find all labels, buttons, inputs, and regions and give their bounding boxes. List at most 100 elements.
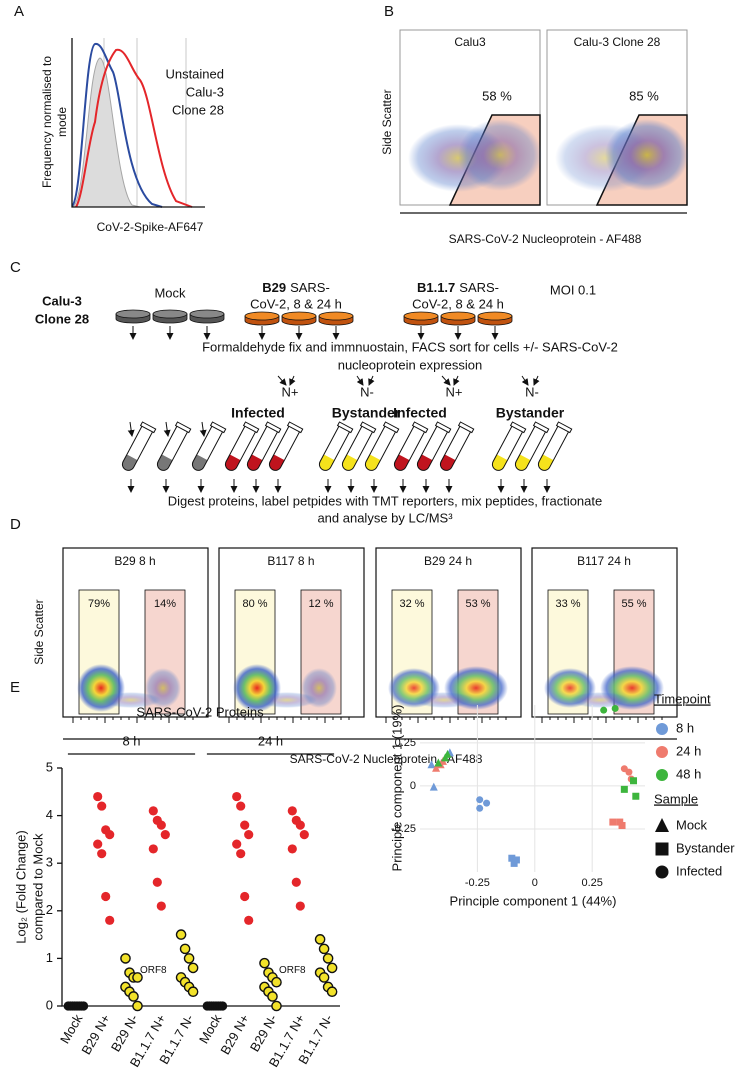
data-point: [179, 943, 191, 955]
legend-entry: Bystander: [676, 840, 735, 855]
data-point: [175, 929, 187, 940]
density-cloud: [458, 119, 542, 191]
legend-entry: Infected: [676, 863, 722, 878]
data-point: [187, 962, 199, 974]
data-point: [236, 849, 246, 859]
histogram-curve: [75, 48, 193, 208]
annotation: ORF8: [279, 965, 306, 976]
legend-entry: Mock: [676, 817, 708, 832]
fraction-marker: N-: [525, 384, 539, 399]
data-point: [187, 986, 199, 998]
tube-cap: [174, 421, 192, 434]
cell-line: Clone 28: [35, 311, 89, 326]
arrow: [453, 375, 460, 386]
y-axis-label: Log₂ (Fold Change): [13, 830, 28, 943]
culture-dish-top: [115, 309, 151, 319]
tube-body: [364, 425, 396, 471]
culture-dish-top: [281, 311, 317, 321]
sample-tube: [439, 421, 475, 471]
gate-percent: 12 %: [308, 598, 333, 610]
data-point: [287, 806, 297, 816]
data-point: [132, 972, 143, 983]
tube-cap: [382, 421, 400, 434]
tube-cap: [264, 421, 282, 434]
data-point: [105, 915, 115, 925]
plot-title: Calu3: [454, 35, 486, 49]
axes: [71, 38, 205, 208]
density-cloud: [570, 692, 630, 708]
data-point: [93, 839, 103, 849]
tube-body: [537, 425, 569, 471]
sample-tube: [491, 421, 527, 471]
data-point: [295, 820, 305, 830]
data-point: [295, 901, 305, 911]
axes: [61, 768, 340, 1007]
legend-swatch: [655, 842, 669, 856]
data-point: [259, 957, 270, 969]
culture-dish-top: [244, 311, 280, 321]
x-tick-label: 0.25: [581, 877, 602, 889]
culture-dish-top: [477, 311, 513, 321]
legend-entry: Calu-3: [186, 84, 224, 99]
data-point: [132, 1000, 143, 1012]
fraction-marker: N-: [360, 384, 374, 399]
annotation: ORF8: [140, 965, 167, 976]
group-label: CoV-2, 8 & 24 h: [412, 296, 504, 311]
tube-body: [514, 425, 546, 471]
x-tick-label: Mock: [196, 1011, 225, 1046]
gate-percent: 53 %: [465, 598, 490, 610]
data-point: [93, 791, 103, 802]
data-point: [620, 785, 628, 793]
culture-dish-top: [152, 309, 188, 319]
data-point: [152, 877, 162, 887]
data-point: [483, 799, 491, 807]
data-point: [128, 991, 139, 1002]
data-point: [318, 972, 330, 983]
data-point: [476, 804, 484, 812]
tube-body: [268, 425, 300, 471]
group-label: 24 h: [258, 733, 283, 748]
data-point: [625, 768, 633, 776]
tube-body: [416, 425, 448, 471]
data-point: [314, 934, 326, 945]
data-point: [232, 839, 242, 849]
data-point: [476, 796, 484, 804]
data-point: [148, 844, 158, 854]
condition-note: MOI 0.1: [550, 282, 596, 297]
y-axis-label: mode: [55, 107, 69, 137]
data-point: [434, 758, 443, 767]
y-tick-label: 0: [46, 997, 53, 1012]
sample-tube: [156, 421, 192, 471]
culture-dish-top: [189, 309, 225, 319]
gate-percent: 79%: [88, 598, 110, 610]
legend-entry: 48 h: [676, 766, 701, 781]
tube-body: [341, 425, 373, 471]
fraction-marker: N+: [282, 384, 299, 399]
legend-swatch: [656, 723, 668, 735]
group-label: B29 SARS-: [262, 280, 330, 295]
plot-title: Calu-3 Clone 28: [574, 35, 661, 49]
tube-cap: [242, 421, 260, 434]
data-point: [611, 704, 619, 712]
tube-cap: [509, 421, 527, 434]
tube-body: [191, 425, 223, 471]
tube-body: [224, 425, 256, 471]
arrow: [521, 375, 529, 386]
data-point: [97, 849, 107, 859]
tube-cap: [359, 421, 377, 434]
data-point: [432, 763, 441, 772]
density-cloud: [605, 119, 689, 191]
plot-title: B117 24 h: [577, 554, 631, 568]
data-point: [630, 777, 638, 785]
legend-title: Timepoint: [654, 691, 711, 706]
fraction-marker: N+: [446, 384, 463, 399]
tube-body: [491, 425, 523, 471]
legend-entry: 24 h: [676, 743, 701, 758]
legend-entry: Unstained: [165, 66, 224, 81]
plot-title: B117 8 h: [267, 554, 314, 568]
sample-tube: [246, 421, 282, 471]
data-point: [271, 976, 282, 988]
data-point: [287, 844, 297, 854]
cell-line: Calu-3: [42, 293, 82, 308]
data-point: [618, 822, 626, 830]
